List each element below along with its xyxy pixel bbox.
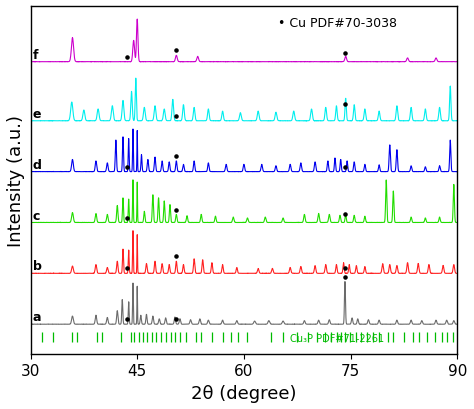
Y-axis label: Intensity (a.u.): Intensity (a.u.): [7, 115, 25, 246]
Text: d: d: [33, 158, 42, 171]
Text: a: a: [33, 310, 41, 324]
Text: Cu₃P PDF#71-2261: Cu₃P PDF#71-2261: [290, 334, 384, 344]
Text: • Cu PDF#70-3038: • Cu PDF#70-3038: [278, 17, 397, 30]
Text: b: b: [33, 260, 42, 273]
Text: f: f: [33, 49, 38, 62]
Text: c: c: [33, 209, 40, 222]
X-axis label: 2θ (degree): 2θ (degree): [191, 384, 297, 402]
Text: e: e: [33, 108, 41, 121]
